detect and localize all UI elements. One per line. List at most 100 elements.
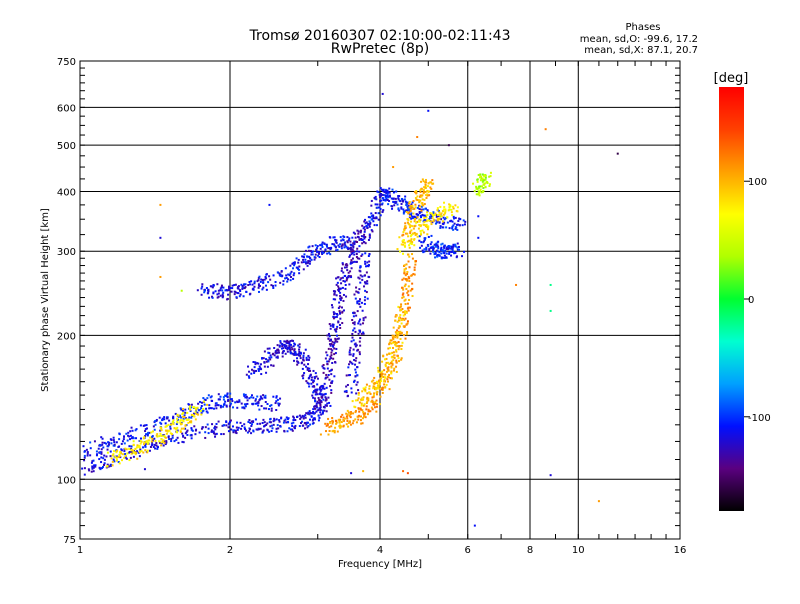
scatter-point <box>244 286 247 289</box>
scatter-point <box>154 439 157 442</box>
scatter-point <box>190 406 193 409</box>
scatter-point <box>207 432 210 435</box>
scatter-point <box>195 408 198 411</box>
scatter-point <box>145 433 148 436</box>
scatter-point <box>353 379 356 382</box>
scatter-point <box>163 416 166 419</box>
scatter-point <box>441 242 444 245</box>
scatter-point <box>409 239 412 242</box>
scatter-point <box>352 246 355 249</box>
scatter-point <box>434 256 437 259</box>
scatter-point <box>368 225 371 228</box>
scatter-point <box>385 197 388 200</box>
scatter-point <box>345 266 348 269</box>
scatter-point <box>301 420 304 423</box>
scatter-point <box>189 408 192 411</box>
scatter-point <box>332 429 335 432</box>
scatter-point <box>188 416 191 419</box>
scatter-point <box>479 173 482 176</box>
scatter-point <box>204 436 207 439</box>
scatter-point <box>429 212 432 215</box>
scatter-point <box>110 442 113 445</box>
scatter-point <box>456 242 459 245</box>
scatter-point <box>145 442 148 445</box>
scatter-point <box>265 273 268 276</box>
scatter-point <box>260 373 263 376</box>
scatter-point <box>279 341 282 344</box>
scatter-point <box>330 369 333 372</box>
scatter-point <box>406 217 409 220</box>
scatter-point <box>111 454 114 457</box>
scatter-point <box>286 280 289 283</box>
scatter-point <box>304 427 307 430</box>
scatter-point <box>136 446 139 449</box>
scatter-point <box>368 233 371 236</box>
scatter-point <box>261 430 264 433</box>
scatter-point <box>389 346 392 349</box>
scatter-point <box>324 392 327 395</box>
scatter-point <box>285 421 288 424</box>
scatter-point <box>394 201 397 204</box>
scatter-point <box>134 453 137 456</box>
scatter-point <box>419 218 422 221</box>
scatter-point <box>325 397 328 400</box>
scatter-point <box>335 315 338 318</box>
scatter-point <box>402 199 405 202</box>
scatter-point <box>244 396 247 399</box>
scatter-point <box>415 260 418 263</box>
scatter-point <box>322 409 325 412</box>
scatter-point <box>189 420 192 423</box>
scatter-point <box>358 245 361 248</box>
scatter-point <box>239 289 242 292</box>
scatter-point <box>350 391 353 394</box>
scatter-point <box>349 423 352 426</box>
scatter-point <box>253 366 256 369</box>
scatter-point <box>355 357 358 360</box>
scatter-point <box>449 205 452 208</box>
scatter-point <box>263 421 266 424</box>
scatter-point <box>374 402 377 405</box>
scatter-point <box>398 317 401 320</box>
scatter-point <box>400 207 403 210</box>
scatter-point <box>168 429 171 432</box>
scatter-point <box>277 351 280 354</box>
scatter-point <box>333 236 336 239</box>
scatter-point <box>304 261 307 264</box>
scatter-point <box>410 220 413 223</box>
scatter-point <box>456 246 459 249</box>
scatter-point <box>402 208 405 211</box>
scatter-point <box>314 400 317 403</box>
scatter-point <box>425 220 428 223</box>
scatter-point <box>169 425 172 428</box>
scatter-point <box>347 248 350 251</box>
scatter-point <box>291 429 294 432</box>
scatter-point <box>417 227 420 230</box>
scatter-point <box>137 445 140 448</box>
scatter-point <box>165 440 168 443</box>
scatter-point <box>280 347 283 350</box>
scatter-point <box>225 394 228 397</box>
scatter-point <box>210 395 213 398</box>
scatter-point <box>390 372 393 375</box>
scatter-point <box>413 220 416 223</box>
scatter-point <box>331 349 334 352</box>
scatter-point <box>438 254 441 257</box>
scatter-point <box>373 196 376 199</box>
scatter-point <box>265 288 268 291</box>
scatter-point <box>319 406 322 409</box>
scatter-point <box>374 203 377 206</box>
scatter-point <box>347 374 350 377</box>
scatter-point <box>252 396 255 399</box>
scatter-point <box>266 403 269 406</box>
scatter-point <box>310 258 313 261</box>
scatter-point <box>247 365 250 368</box>
scatter-point <box>364 390 367 393</box>
scatter-point <box>431 179 434 182</box>
scatter-point <box>419 205 422 208</box>
scatter-point <box>334 246 337 249</box>
scatter-point <box>363 285 366 288</box>
scatter-point <box>439 226 442 229</box>
scatter-point <box>335 239 338 242</box>
scatter-point <box>452 215 455 218</box>
